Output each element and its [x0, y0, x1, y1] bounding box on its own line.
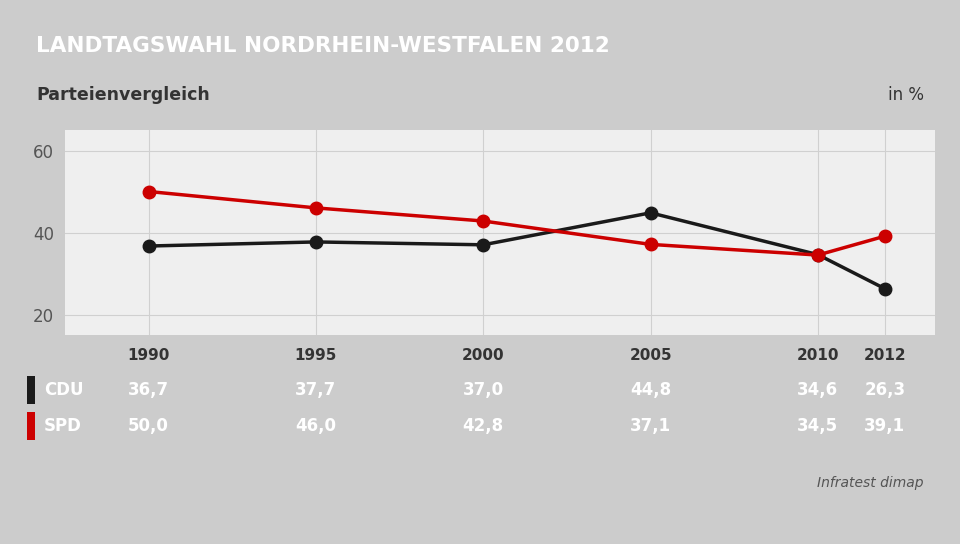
- Text: SPD: SPD: [44, 417, 82, 435]
- Text: 46,0: 46,0: [296, 417, 336, 435]
- Bar: [27, 412, 35, 441]
- Text: 50,0: 50,0: [129, 417, 169, 435]
- Text: 2012: 2012: [863, 348, 906, 362]
- Text: CDU: CDU: [44, 381, 84, 399]
- Text: 1995: 1995: [295, 348, 337, 362]
- Text: 2000: 2000: [462, 348, 505, 362]
- Text: 37,0: 37,0: [463, 381, 504, 399]
- Text: in %: in %: [888, 86, 924, 104]
- Text: 42,8: 42,8: [463, 417, 504, 435]
- Text: 26,3: 26,3: [864, 381, 905, 399]
- Text: 34,6: 34,6: [798, 381, 838, 399]
- Text: 2005: 2005: [629, 348, 672, 362]
- Text: LANDTAGSWAHL NORDRHEIN-WESTFALEN 2012: LANDTAGSWAHL NORDRHEIN-WESTFALEN 2012: [36, 35, 611, 55]
- Text: 39,1: 39,1: [864, 417, 905, 435]
- Text: 44,8: 44,8: [630, 381, 671, 399]
- Text: 37,7: 37,7: [296, 381, 337, 399]
- Text: Infratest dimap: Infratest dimap: [817, 475, 924, 490]
- Text: 1990: 1990: [128, 348, 170, 362]
- Text: 37,1: 37,1: [630, 417, 671, 435]
- Text: 34,5: 34,5: [798, 417, 838, 435]
- Text: 2010: 2010: [797, 348, 839, 362]
- Bar: [27, 375, 35, 404]
- Text: Parteienvergleich: Parteienvergleich: [36, 86, 210, 104]
- Text: 36,7: 36,7: [128, 381, 169, 399]
